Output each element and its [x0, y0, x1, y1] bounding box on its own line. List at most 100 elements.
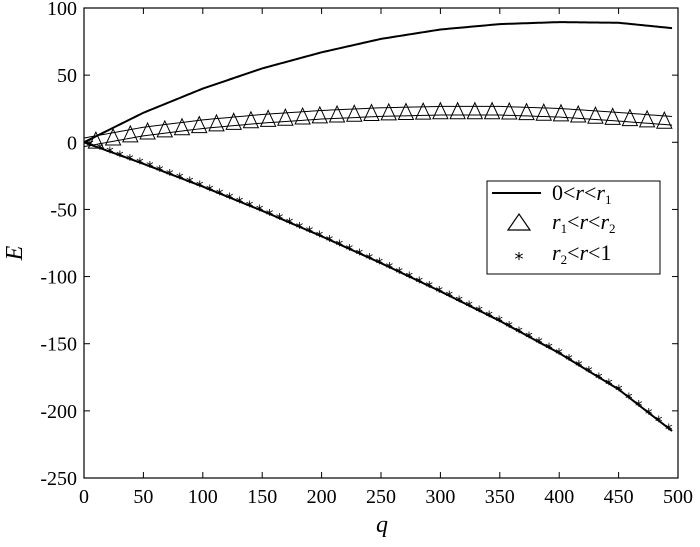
series-2-triangle-marker — [414, 101, 432, 120]
series-2-triangle-marker — [552, 103, 570, 122]
series-2-triangle-marker — [363, 103, 380, 122]
series-3-star-marker: * — [575, 357, 583, 375]
series-3-star-marker: * — [595, 369, 603, 387]
series-2-triangle-marker — [621, 108, 639, 127]
series-2-triangle-marker — [535, 103, 553, 121]
series-3-star-marker: * — [475, 303, 483, 321]
series-2-triangle-marker — [208, 113, 225, 132]
series-2-triangle-marker — [501, 101, 518, 120]
series-2-triangle-marker — [225, 112, 242, 130]
series-3-star-marker: * — [535, 334, 543, 352]
series-3-star-marker: * — [555, 345, 563, 363]
series-3-star-marker: * — [116, 147, 124, 165]
series-3-star-marker: * — [226, 190, 234, 208]
x-tick-label: 100 — [188, 486, 218, 508]
x-axis-title: q — [376, 512, 388, 538]
series-3-star-marker: * — [645, 405, 653, 423]
series-3-star-marker: * — [336, 236, 344, 254]
y-tick-label: -200 — [40, 401, 77, 423]
curves — [83, 21, 673, 432]
series-3-star-marker: * — [625, 389, 633, 407]
series-2-triangle-marker — [156, 119, 174, 138]
series-3-star-marker: * — [326, 232, 334, 250]
series-3-star-marker: * — [605, 375, 613, 393]
series-2-triangle-marker — [466, 101, 484, 120]
series-3-star-marker: * — [256, 202, 264, 220]
legend: 0<r<r1 r1<r<r2 * r2<r<1 — [486, 180, 661, 275]
series-2-triangle-marker — [432, 101, 449, 120]
series-3-star-marker: * — [146, 158, 154, 176]
legend-box — [486, 180, 661, 275]
series-2-triangle-marker — [87, 130, 105, 149]
series-3-star-marker: * — [406, 269, 414, 287]
series-3-star-marker: * — [565, 351, 573, 369]
series-2-triangle-marker — [294, 106, 311, 125]
x-tick-label: 150 — [247, 486, 277, 508]
y-axis-title: E — [2, 245, 28, 261]
axes: 0 50 100 150 200 250 300 350 400 450 500100500-50-… — [40, 0, 693, 508]
legend-label-s1: 0<r<r1 — [552, 180, 611, 207]
series-3-star-marker: * — [316, 227, 324, 245]
series-3-star-marker: * — [635, 397, 643, 415]
x-tick-label: 200 — [307, 486, 337, 508]
legend-label-s2: r1<r<r2 — [552, 209, 616, 236]
series-3-star-marker: * — [435, 283, 443, 301]
series-3-star-marker: * — [455, 293, 463, 311]
series-3-star-marker: * — [485, 308, 493, 326]
series-3-star-marker: * — [615, 382, 623, 400]
series-3-star-marker: * — [186, 174, 194, 192]
series-3-star-marker: * — [425, 278, 433, 296]
series-3-star-marker: * — [126, 151, 134, 169]
markers: * * * * * * * * * * * * * * * * * * * * * * * * * * * * * * * * * * * * * * * *… — [86, 101, 673, 438]
y-tick-label: 50 — [57, 65, 77, 87]
series-3-star-marker: * — [276, 210, 284, 228]
y-tick-label: -50 — [50, 199, 77, 221]
series-3-star-marker: * — [156, 162, 164, 180]
series-3-star-marker: * — [96, 140, 104, 158]
series-3-star-marker: * — [356, 245, 364, 263]
series-2-triangle-marker — [345, 104, 363, 122]
series-3-star-marker: * — [665, 420, 673, 438]
series-2-triangle-marker — [311, 105, 329, 124]
series-3-star-marker: * — [416, 273, 424, 291]
series-3-star-marker: * — [176, 170, 184, 188]
series-3-star-marker: * — [216, 185, 224, 203]
y-tick-label: 100 — [47, 0, 77, 20]
x-tick-label: 400 — [544, 486, 574, 508]
x-tick-label: 350 — [485, 486, 515, 508]
series-2-triangle-marker — [173, 117, 191, 136]
x-tick-label: 450 — [604, 486, 634, 508]
series-3-star-marker: * — [86, 136, 94, 154]
legend-triangle-icon — [506, 212, 532, 231]
x-tick-label: 500 — [663, 486, 693, 508]
series-3-star-marker: * — [106, 144, 114, 162]
legend-star-icon: * — [515, 249, 524, 270]
legend-label-s3: r2<r<1 — [552, 240, 611, 267]
series-2-triangle-marker — [259, 109, 277, 127]
series-3-star-marker: * — [585, 363, 593, 381]
series-3-star-marker: * — [495, 313, 503, 331]
series-3-star-marker: * — [266, 206, 274, 224]
series-1-line — [83, 21, 673, 144]
series-3-star-marker: * — [246, 198, 254, 216]
series-2-triangle-marker — [518, 102, 535, 121]
series-2-triangle-marker — [449, 101, 466, 120]
series-3-star-marker: * — [136, 154, 144, 172]
series-3-star-marker: * — [206, 181, 214, 199]
series-2-line-upper — [83, 105, 673, 139]
y-tick-label: -250 — [40, 468, 77, 490]
series-3-star-marker: * — [396, 264, 404, 282]
series-3-star-marker: * — [465, 298, 473, 316]
series-3-star-marker: * — [505, 318, 513, 336]
series-3-star-marker: * — [286, 215, 294, 233]
x-tick-label: 250 — [366, 486, 396, 508]
series-2-triangle-marker — [242, 110, 260, 129]
series-3-line — [83, 141, 673, 432]
series-2-line-lower — [83, 114, 673, 148]
x-tick-label: 0 — [79, 486, 89, 508]
series-2-triangle-marker — [122, 124, 139, 143]
series-3-star-marker: * — [366, 250, 374, 268]
y-tick-label: -150 — [40, 334, 77, 356]
series-2-triangle-marker — [104, 127, 122, 146]
